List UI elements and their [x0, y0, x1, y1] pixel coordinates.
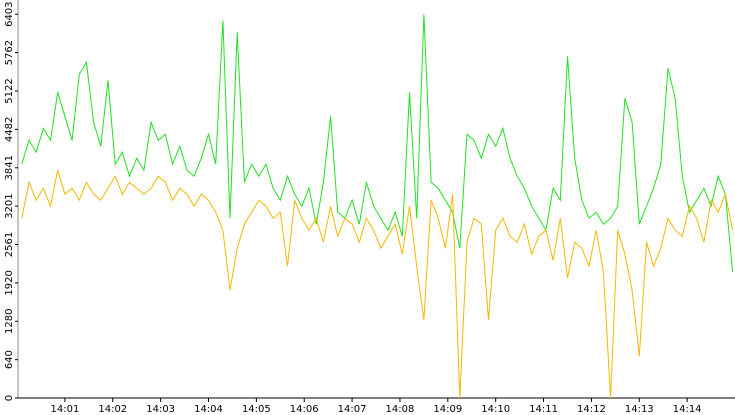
series-line — [21, 170, 734, 399]
x-tick-label: 14:03 — [146, 404, 175, 415]
y-tick-label: 3841 — [4, 155, 15, 180]
y-tick-label: 1920 — [4, 270, 15, 295]
x-tick-label: 14:12 — [577, 404, 606, 415]
x-tick-label: 14:02 — [98, 404, 127, 415]
y-tick-label: 4482 — [4, 117, 15, 142]
x-tick-label: 14:14 — [673, 404, 702, 415]
x-tick-label: 14:13 — [625, 404, 654, 415]
x-tick-label: 14:06 — [290, 404, 319, 415]
x-tick-label: 14:04 — [194, 404, 223, 415]
x-tick-label: 14:08 — [386, 404, 415, 415]
y-tick-label: 6403 — [4, 1, 15, 26]
y-tick-label: 3201 — [4, 193, 15, 218]
y-tick-label: 5762 — [4, 40, 15, 65]
x-tick-label: 14:09 — [433, 404, 462, 415]
x-tick-label: 14:07 — [338, 404, 367, 415]
y-tick-label: 5122 — [4, 78, 15, 103]
y-tick-label: 1280 — [4, 309, 15, 334]
y-tick-label: 2561 — [4, 232, 15, 257]
y-tick-label: 640 — [4, 350, 15, 369]
series-line — [21, 14, 734, 273]
x-tick-label: 14:11 — [529, 404, 558, 415]
x-tick-label: 14:01 — [50, 404, 79, 415]
x-tick-label: 14:05 — [242, 404, 271, 415]
x-tick-label: 14:10 — [481, 404, 510, 415]
y-tick-label: 0 — [4, 395, 15, 401]
